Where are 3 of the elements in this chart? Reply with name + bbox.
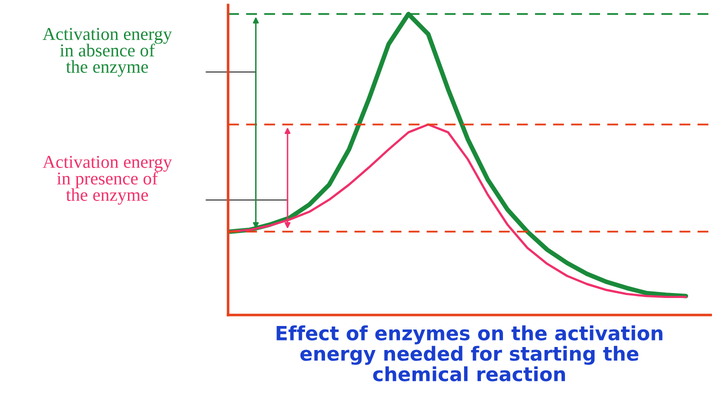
text: Activation energy in presence of the enzyme	[42, 156, 172, 205]
text: Activation energy in absence of the enzyme	[42, 28, 172, 77]
x-axis-title: Effect of enzymes on the activation energy needed for starting the chemical reaction	[276, 325, 662, 382]
